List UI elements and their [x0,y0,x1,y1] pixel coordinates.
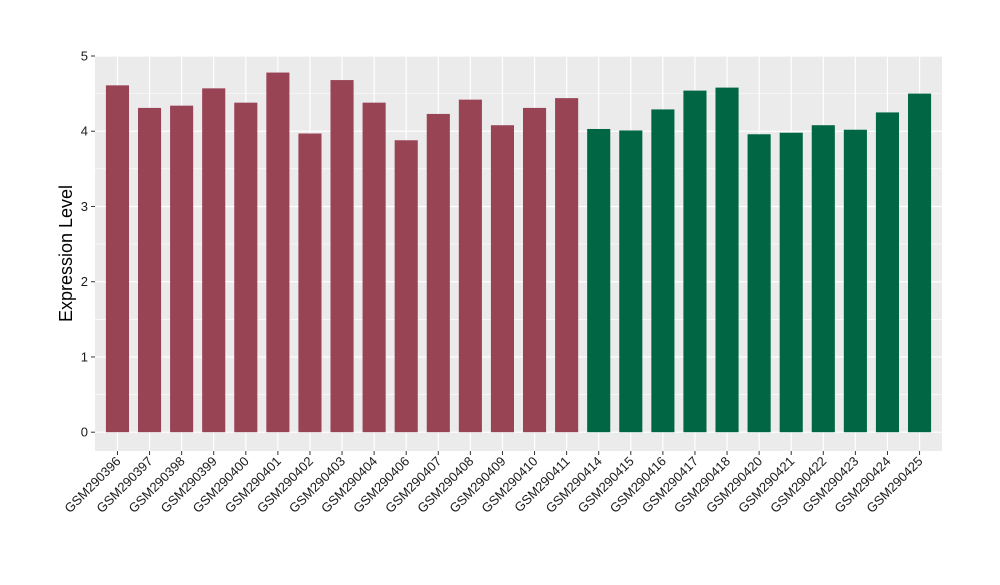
y-tick-label: 4 [81,124,88,139]
bars [105,72,932,433]
y-tick-label: 2 [81,274,88,289]
bar [779,132,803,433]
bar [811,125,835,433]
bar [651,109,675,433]
bar [587,128,611,433]
bar [298,133,322,433]
bar [202,88,226,433]
bar [875,112,900,433]
bar [105,85,130,433]
bar [266,72,290,433]
bar [234,102,258,433]
bar [458,99,482,433]
y-tick-label: 0 [81,425,88,440]
y-axis-label: Expression Level [56,185,76,322]
bar [330,80,354,433]
y-tick-label: 5 [81,49,88,64]
bar [137,107,162,433]
bar [362,102,386,433]
y-tick-label: 1 [81,349,88,364]
bar [907,93,932,433]
bar [490,125,515,433]
bar [843,129,867,433]
bar [747,134,771,433]
bar [555,98,579,433]
bar [426,113,450,433]
bar [619,130,643,433]
bar [715,87,739,433]
bar [683,90,707,433]
bar [394,140,418,433]
y-tick-label: 3 [81,199,88,214]
bar [522,107,547,433]
bar [170,105,194,433]
